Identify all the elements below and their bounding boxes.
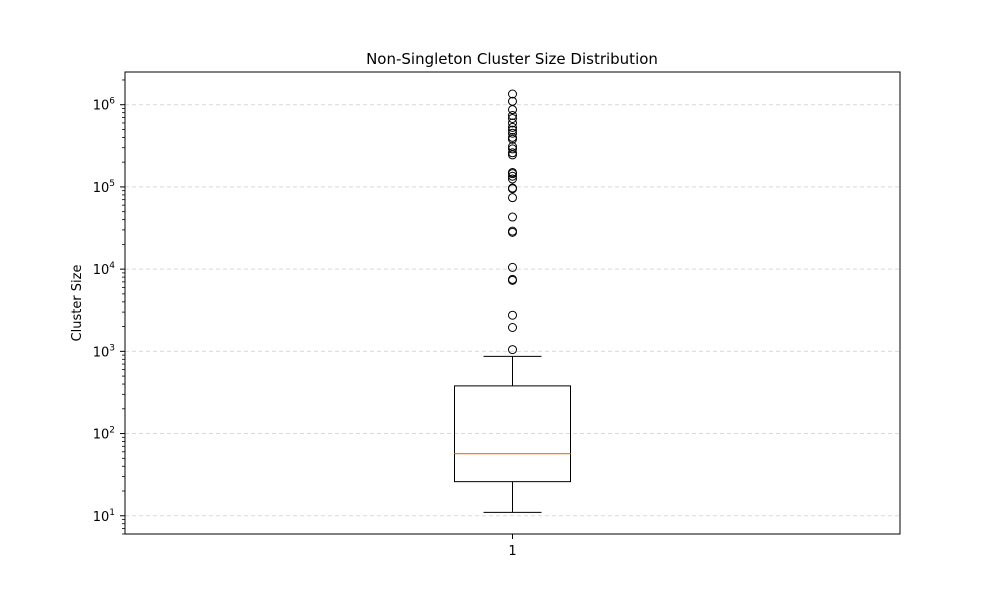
y-tick-label: 102 <box>93 426 115 443</box>
outlier-layer <box>508 89 517 355</box>
outlier-point <box>508 96 517 106</box>
outlier-point <box>508 142 517 152</box>
outlier-point <box>508 113 517 123</box>
axis-layer: 101 102 103 104 105 106 1 <box>93 79 517 559</box>
y-axis-label: Cluster Size <box>70 265 85 342</box>
outlier-point <box>508 174 517 184</box>
grid-layer <box>125 104 900 517</box>
plot-area-frame <box>124 71 901 535</box>
outlier-point <box>508 212 517 222</box>
outlier-point <box>508 193 517 203</box>
outlier-point <box>508 128 517 138</box>
outlier-point <box>508 125 517 135</box>
outlier-point <box>508 110 517 120</box>
outlier-point <box>508 122 517 132</box>
outlier-point <box>508 105 517 115</box>
outlier-point <box>508 118 517 128</box>
outlier-point <box>508 226 517 236</box>
outlier-point <box>508 89 517 99</box>
box-layer <box>454 355 571 513</box>
outlier-point <box>508 322 517 332</box>
y-tick-label: 106 <box>93 97 116 114</box>
y-tick-label: 104 <box>93 261 116 278</box>
outlier-point <box>508 262 517 272</box>
iqr-box <box>454 385 571 483</box>
y-tick-label: 105 <box>93 179 115 196</box>
outlier-point <box>508 310 517 320</box>
y-tick-label: 103 <box>93 343 115 360</box>
chart-title: Non-Singleton Cluster Size Distribution <box>366 50 658 68</box>
y-tick-label: 101 <box>93 508 115 525</box>
outlier-point <box>508 183 517 193</box>
outlier-point <box>508 144 517 154</box>
outlier-point <box>508 132 517 142</box>
x-tick-label: 1 <box>508 544 516 559</box>
outlier-point <box>508 167 517 177</box>
outlier-point <box>508 171 517 181</box>
outlier-point <box>508 274 517 284</box>
outlier-point <box>508 345 517 355</box>
outlier-point <box>508 148 517 158</box>
